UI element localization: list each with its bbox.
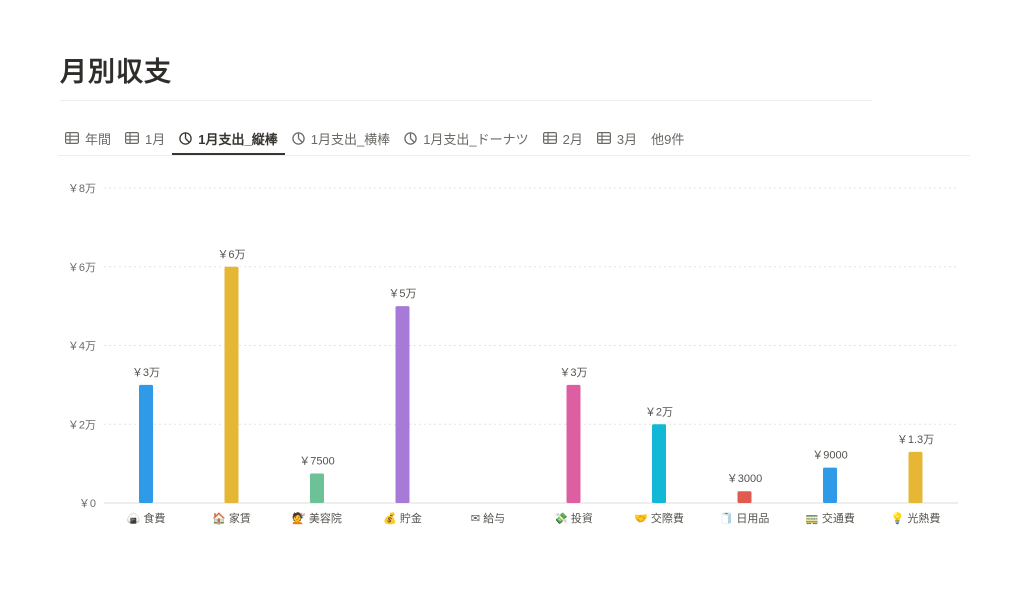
x-tick-label: 💸 投資 [554,510,593,526]
category-icon: 🚃 [805,512,819,525]
tab-label: 2月 [562,131,583,147]
tab-february[interactable]: 2月 [536,124,590,152]
tab-label: 1月支出_縦棒 [198,131,278,147]
category-name: 投資 [570,513,593,525]
y-tick-label: ￥6万 [68,262,96,274]
data-label: ￥5万 [388,288,416,300]
category-icon: 🧻 [719,512,734,525]
title-divider [60,100,872,101]
category-icon: 💇 [292,512,306,525]
page-title: 月別収支 [60,57,172,87]
data-label: ￥7500 [299,455,334,467]
x-tick-label: 🏠 家賃 [212,510,251,526]
x-tick-label: ✉ 給与 [471,510,505,526]
tab-label: 1月 [145,131,166,147]
table-icon [542,132,557,144]
x-tick-label: 💇 美容院 [292,510,342,526]
chart-icon [179,131,192,145]
bar [823,467,837,503]
x-tick-label: 🤝 交際費 [634,510,684,526]
bar [395,306,410,503]
category-name: 光熱費 [907,513,941,525]
category-name: 交通費 [821,513,855,525]
category-name: 食費 [143,513,166,525]
category-icon: 🍙 [126,512,141,525]
tab-january-expense-bar[interactable]: 1月支出_横棒 [285,124,397,152]
tab-label: 他9件 [651,131,685,147]
category-icon: 🏠 [212,512,226,525]
data-label: ￥1.3万 [897,434,934,446]
category-name: 日用品 [736,513,770,525]
bar [139,384,153,503]
category-name: 美容院 [308,513,342,525]
bar [224,266,239,503]
category-name: 交際費 [650,513,684,525]
category-icon: 💡 [890,512,905,525]
x-tick-label: 💰 貯金 [383,510,422,526]
table-icon [596,132,611,144]
x-tick-label: 🍙 食費 [127,510,166,526]
category-icon: ✉ [470,512,481,525]
data-label: ￥3万 [559,367,587,379]
y-tick-label: ￥2万 [68,419,96,431]
chart-icon [291,131,305,145]
category-icon: 💰 [383,512,397,525]
tab-label: 1月支出_ドーナツ [423,131,529,147]
tab-march[interactable]: 3月 [590,124,644,152]
table-icon [125,132,140,144]
tab-label: 3月 [616,131,638,147]
tab-label: 1月支出_横棒 [310,131,391,147]
data-label: ￥3000 [727,473,762,485]
y-tick-label: ￥0 [79,498,96,510]
data-label: ￥3万 [132,367,160,379]
tab-january-expense-column[interactable]: 1月支出_縦棒 [172,124,286,155]
chart-icon [404,131,417,145]
tab-more-views[interactable]: 他9件 [644,124,691,152]
x-tick-label: 🧻 日用品 [720,510,770,526]
x-tick-label: 💡 光熱費 [891,510,941,526]
tab-label: 年間 [85,131,112,147]
y-tick-label: ￥8万 [68,183,96,195]
data-label: ￥6万 [217,249,245,261]
tab-january[interactable]: 1月 [118,124,172,152]
bar [652,424,666,503]
data-label: ￥9000 [812,450,847,462]
table-icon [65,132,79,144]
category-icon: 🤝 [634,512,648,525]
category-name: 給与 [483,513,506,525]
bar [737,491,752,503]
y-tick-label: ￥4万 [68,341,96,353]
x-tick-label: 🚃 交通費 [805,510,855,526]
tabs-divider [58,155,970,156]
bar [566,384,581,503]
bar [310,473,324,503]
category-name: 貯金 [399,513,422,525]
tab-january-expense-donut[interactable]: 1月支出_ドーナツ [397,124,535,152]
data-label: ￥2万 [645,406,673,418]
category-icon: 💸 [554,512,568,525]
tab-annual[interactable]: 年間 [58,124,118,152]
view-tabs: 年間 1月 1月支出_縦棒 1月支出_横棒 1月支出_ドーナツ 2月 3月 他9… [58,124,691,156]
category-name: 家賃 [228,513,251,525]
bar [908,451,923,503]
